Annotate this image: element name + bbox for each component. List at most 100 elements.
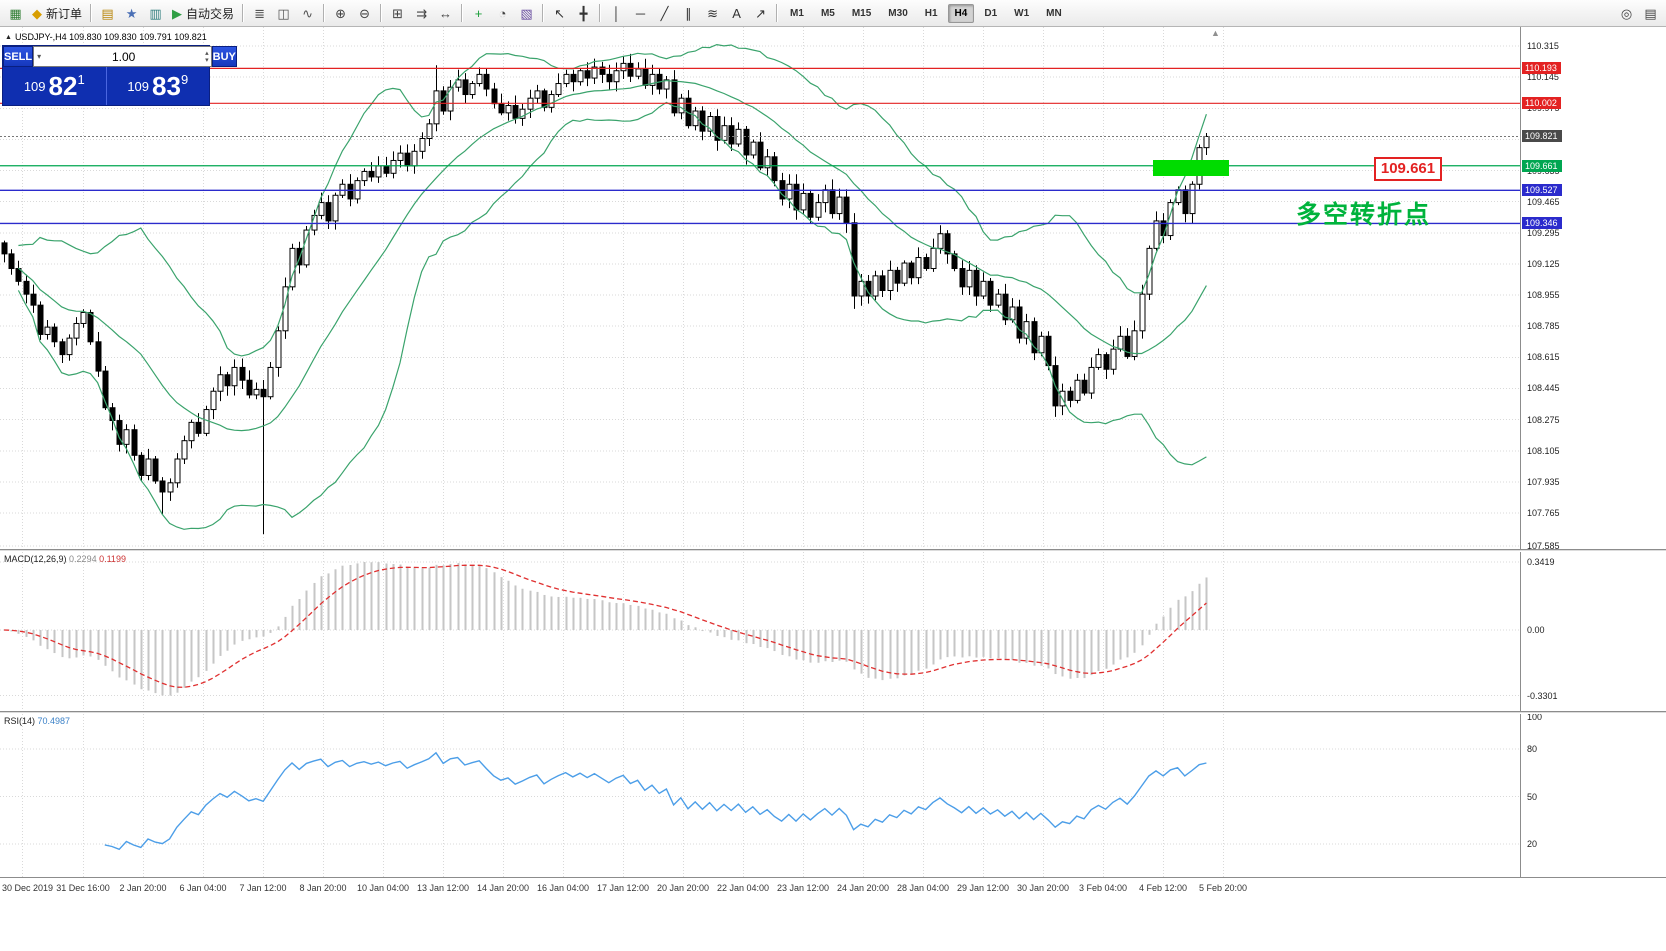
crosshair-icon[interactable]: ╋	[572, 2, 595, 25]
periods-icon[interactable]: ◔	[491, 2, 514, 25]
price-tick-label: 109.125	[1527, 258, 1560, 269]
panel-splitter[interactable]	[0, 549, 1666, 552]
candles	[1, 53, 1210, 535]
cn-annotation-text[interactable]: 多空转折点	[1296, 201, 1432, 229]
price-tick-label: 108.105	[1527, 445, 1560, 456]
toolbar-separator	[242, 4, 245, 22]
timeframe-button-h1[interactable]: H1	[924, 7, 938, 19]
price-tag: 109.346	[1522, 217, 1562, 230]
market-watch-icon[interactable]: ▤	[96, 2, 119, 25]
zoom-in-icon[interactable]: ⊕	[329, 2, 352, 25]
toolbar-separator	[380, 4, 383, 22]
timeframe-button-m30[interactable]: M30	[888, 7, 908, 19]
ohlc-text: USDJPY-,H4 109.830 109.830 109.791 109.8…	[14, 32, 207, 42]
text-icon[interactable]: A	[725, 2, 748, 25]
rsi-scale-label: 100	[1527, 712, 1543, 722]
vertical-line-icon[interactable]: │	[605, 2, 628, 25]
search-icon[interactable]: ◎	[1615, 2, 1638, 25]
timeframe-button-m1[interactable]: M1	[790, 7, 804, 19]
trendline-icon[interactable]: ╱	[653, 2, 676, 25]
bar-chart-icon: ≣	[254, 5, 265, 21]
auto-scroll-icon[interactable]: ⇉	[410, 2, 433, 25]
macd-scale-label: 0.00	[1527, 625, 1545, 635]
crosshair-icon: ╋	[579, 5, 588, 21]
candlestick-chart-icon[interactable]: ◫	[272, 2, 295, 25]
timeframe-button-d1[interactable]: D1	[984, 7, 998, 19]
time-tick-label: 14 Jan 20:00	[476, 883, 530, 893]
app-icon: ▦	[9, 5, 22, 21]
sell-button[interactable]: SELL	[3, 46, 34, 67]
candlestick-chart-icon: ◫	[277, 5, 290, 21]
market-watch-icon: ▤	[101, 5, 114, 21]
channel-icon[interactable]: ∥	[677, 2, 700, 25]
rsi-scale-label: 80	[1527, 743, 1538, 754]
price-tick-label: 108.785	[1527, 321, 1560, 332]
price-tag: 109.527	[1522, 184, 1562, 197]
volume-up-icon[interactable]: ▴	[205, 49, 209, 57]
sell-price-pip: 1	[77, 72, 85, 87]
symbol-triangle-icon: ▲	[5, 33, 12, 41]
time-tick-label: 3 Feb 04:00	[1078, 883, 1128, 893]
volume-input[interactable]	[44, 48, 204, 65]
time-axis[interactable]: 30 Dec 2019 31 Dec 16:00 2 Jan 20:00 6 Jan …	[0, 877, 1666, 951]
price-tick-label: 108.275	[1527, 414, 1560, 425]
buy-price[interactable]: 109 83 9	[105, 67, 209, 105]
volume-stepper[interactable]: ▾ ▴ ▾	[33, 46, 212, 67]
trendline-icon: ╱	[660, 5, 669, 21]
timeframe-button-m5[interactable]: M5	[820, 7, 835, 19]
toolbar-button-label: 新订单	[46, 6, 83, 21]
new-order-button[interactable]: ◆ 新订单	[28, 2, 86, 25]
price-tag: 109.661	[1522, 159, 1562, 172]
time-tick-label: 16 Jan 04:00	[536, 883, 590, 893]
fibonacci-icon[interactable]: ≋	[701, 2, 724, 25]
highlight-rectangle[interactable]	[1153, 160, 1229, 176]
time-tick-label: 6 Jan 04:00	[179, 883, 227, 893]
horizontal-line-icon[interactable]: ─	[629, 2, 652, 25]
tile-windows-icon[interactable]: ⊞	[386, 2, 409, 25]
timeframe-button-w1[interactable]: W1	[1014, 7, 1030, 19]
line-chart-icon[interactable]: ∿	[296, 2, 319, 25]
chart-shift-icon[interactable]: ↔	[434, 2, 457, 25]
macd-panel[interactable]	[0, 552, 1520, 711]
templates-icon[interactable]: ▧	[515, 2, 538, 25]
time-tick-label: 30 Jan 20:00	[1016, 883, 1070, 893]
panel-splitter[interactable]	[0, 711, 1666, 714]
rsi-panel[interactable]	[0, 714, 1520, 877]
new-order-icon: ◆	[32, 5, 42, 21]
autotrading-icon: ▶	[172, 5, 183, 21]
time-tick-label: 24 Jan 20:00	[836, 883, 890, 893]
app-icon[interactable]: ▦	[4, 2, 27, 25]
volume-down-icon[interactable]: ▾	[205, 56, 209, 64]
buy-button[interactable]: BUY	[211, 46, 237, 67]
zoom-out-icon[interactable]: ⊖	[353, 2, 376, 25]
toolbar-separator	[461, 4, 464, 22]
volume-dropdown-icon[interactable]: ▾	[37, 52, 42, 61]
bar-chart-icon[interactable]: ≣	[248, 2, 271, 25]
toolbar-separator	[323, 4, 326, 22]
data-window-icon[interactable]: ▤	[1639, 2, 1662, 25]
time-tick-label: 20 Jan 20:00	[656, 883, 710, 893]
autotrading-button[interactable]: ▶ 自动交易	[168, 2, 238, 25]
timeframe-button-m15[interactable]: M15	[851, 7, 872, 19]
macd-scale-label: 0.3419	[1527, 557, 1555, 567]
cursor-icon[interactable]: ↖	[548, 2, 571, 25]
main-price-chart[interactable]	[0, 27, 1520, 549]
price-tag: 110.002	[1522, 97, 1561, 110]
tile-windows-icon: ⊞	[392, 5, 403, 21]
templates-icon: ▧	[520, 5, 533, 21]
toolbar-separator	[599, 4, 602, 22]
sell-price[interactable]: 109 82 1	[3, 67, 106, 105]
price-axis[interactable]: 110.315110.145109.975109.635109.465109.2…	[1520, 27, 1666, 951]
arrow-icon[interactable]: ↗	[749, 2, 772, 25]
timeframe-button-mn[interactable]: MN	[1046, 7, 1062, 19]
indicators-icon[interactable]: +	[467, 2, 490, 25]
chart-shift-marker[interactable]: ▲	[1211, 28, 1220, 38]
chart-area[interactable]: 110.315110.145109.975109.635109.465109.2…	[0, 27, 1666, 951]
navigator-icon[interactable]: ★	[120, 2, 143, 25]
terminal-icon[interactable]: ▥	[144, 2, 167, 25]
timeframe-button-h4[interactable]: H4	[947, 3, 975, 23]
macd-histogram	[10, 562, 1208, 696]
sell-price-big: 82	[48, 71, 78, 101]
price-note-label[interactable]: 109.661	[1374, 157, 1442, 181]
